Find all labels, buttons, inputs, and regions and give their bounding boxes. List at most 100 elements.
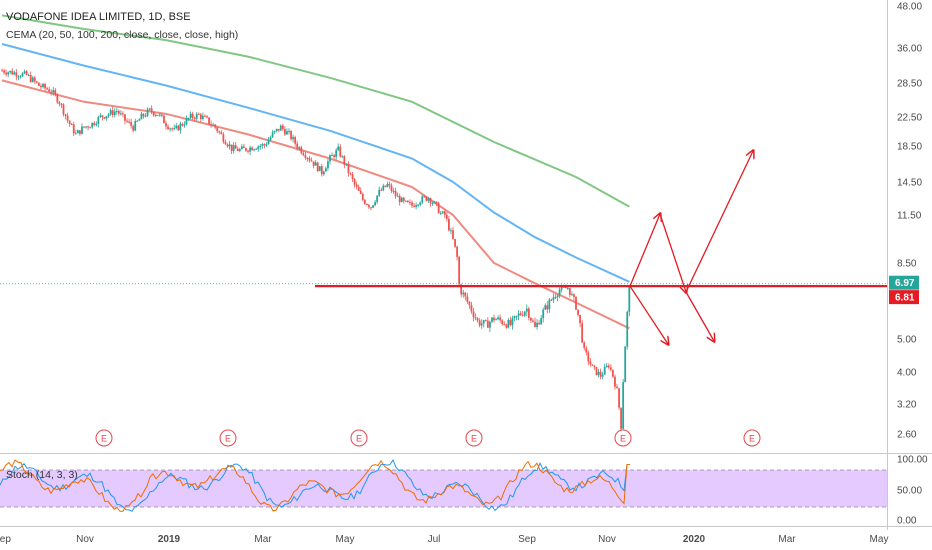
time-tick-label: Nov	[76, 534, 94, 545]
candle-body	[52, 90, 55, 93]
candle-body	[534, 321, 536, 328]
candle-body	[306, 157, 309, 159]
candle-body	[452, 230, 454, 240]
candle-body	[339, 146, 342, 157]
candle-body	[357, 186, 360, 191]
time-tick-label: 2019	[158, 534, 181, 545]
candle-body	[154, 114, 157, 116]
candle-body	[327, 161, 329, 169]
candle-body	[177, 125, 180, 131]
candle-body	[5, 72, 7, 75]
candle-body	[562, 286, 565, 288]
candle-body	[93, 122, 96, 125]
candle-body	[347, 164, 350, 174]
candle-body	[568, 288, 571, 295]
candle-body	[68, 120, 71, 124]
candle-body	[277, 128, 280, 131]
candle-body	[152, 112, 155, 116]
candle-body	[435, 201, 438, 204]
candle-body	[439, 213, 442, 215]
candle-body	[372, 205, 374, 208]
candle-body	[624, 346, 627, 383]
candle-body	[95, 124, 98, 126]
price-tick-label: 3.20	[897, 400, 917, 411]
price-tick-label: 48.00	[897, 2, 922, 13]
candle-body	[206, 116, 208, 118]
candle-body	[456, 246, 458, 257]
candle-body	[591, 364, 594, 366]
earnings-marker	[350, 429, 368, 447]
candle-body	[486, 320, 489, 328]
candle-body	[66, 115, 69, 121]
candle-body	[474, 317, 477, 319]
candle-body	[585, 347, 588, 353]
candle-body	[573, 294, 575, 297]
candle-body	[322, 171, 325, 175]
candle-body	[50, 91, 53, 93]
candle-body	[56, 94, 59, 103]
stoch-tick-label: 50.00	[897, 486, 922, 497]
price-tick-label: 22.50	[897, 113, 922, 124]
candle-body	[493, 317, 495, 321]
projection-arrows-layer	[629, 151, 753, 344]
candle-body	[7, 72, 10, 75]
time-tick-label: May	[870, 534, 889, 545]
candle-body	[478, 320, 481, 326]
candle-body	[64, 114, 67, 116]
candle-body	[85, 126, 87, 128]
candle-body	[503, 324, 506, 326]
candle-body	[107, 114, 110, 117]
candle-body	[378, 189, 381, 196]
earnings-marker-label: E	[471, 434, 477, 444]
candle-body	[130, 121, 133, 126]
candle-body	[407, 200, 409, 203]
candle-body	[325, 168, 327, 172]
price-tick-label: 14.50	[897, 178, 922, 189]
candle-body	[294, 137, 297, 144]
candle-body	[448, 218, 450, 231]
candle-body	[62, 104, 65, 115]
candle-body	[575, 296, 577, 310]
candle-body	[54, 90, 57, 95]
candle-body	[460, 284, 463, 295]
candle-body	[105, 116, 108, 119]
candle-body	[409, 202, 411, 204]
candle-body	[302, 153, 305, 156]
candle-body	[298, 147, 301, 149]
candle-body	[382, 185, 385, 191]
candle-body	[72, 124, 75, 134]
candle-body	[429, 198, 432, 204]
candle-body	[437, 203, 440, 214]
candle-body	[259, 145, 262, 147]
candle-body	[286, 131, 288, 135]
candle-body	[366, 203, 368, 205]
candle-body	[515, 315, 518, 317]
candle-body	[218, 131, 221, 133]
candle-body	[361, 193, 364, 200]
indicator-legend: CEMA (20, 50, 100, 200, close, close, cl…	[6, 29, 238, 41]
candle-body	[224, 141, 227, 145]
candle-body	[431, 203, 434, 205]
candle-body	[279, 125, 282, 131]
candle-body	[400, 197, 403, 203]
candle-body	[183, 124, 186, 126]
candle-body	[411, 202, 413, 206]
stoch-lines-layer	[0, 459, 630, 512]
projection-arrow	[685, 291, 714, 341]
candle-body	[275, 128, 278, 131]
candle-body	[214, 124, 217, 128]
candle-body	[33, 77, 36, 82]
candles-layer	[1, 68, 631, 432]
candle-body	[91, 122, 94, 128]
price-tick-label: 4.00	[897, 368, 917, 379]
candle-body	[622, 382, 625, 429]
candle-body	[292, 137, 294, 140]
candle-body	[140, 113, 143, 120]
candle-body	[544, 305, 547, 310]
candle-body	[316, 162, 319, 172]
price-axis-labels: 48.00 36.00 28.50 22.50 18.50 14.50 11.50 8.50 5…	[897, 2, 922, 441]
candle-body	[253, 149, 256, 151]
candle-body	[187, 118, 190, 120]
time-tick-label: Sep	[518, 534, 536, 545]
